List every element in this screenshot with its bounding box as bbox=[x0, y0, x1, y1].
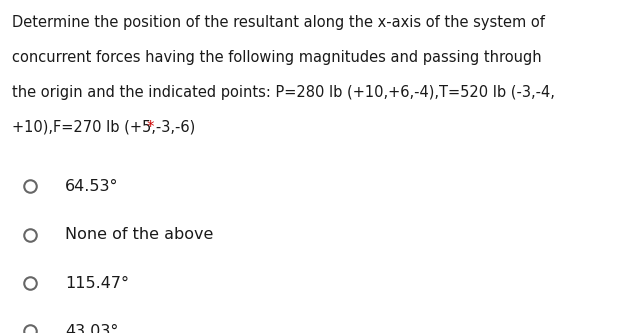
Text: 43.03°: 43.03° bbox=[65, 324, 119, 333]
Text: Determine the position of the resultant along the x-axis of the system of: Determine the position of the resultant … bbox=[12, 15, 545, 30]
Text: None of the above: None of the above bbox=[65, 227, 214, 242]
Text: 115.47°: 115.47° bbox=[65, 275, 129, 291]
Text: *: * bbox=[146, 120, 154, 135]
Text: the origin and the indicated points: P=280 lb (+10,+6,-4),T=520 lb (-3,-4,: the origin and the indicated points: P=2… bbox=[12, 85, 555, 100]
Text: concurrent forces having the following magnitudes and passing through: concurrent forces having the following m… bbox=[12, 50, 542, 65]
Text: +10),F=270 lb (+5,-3,-6): +10),F=270 lb (+5,-3,-6) bbox=[12, 120, 200, 135]
Text: 64.53°: 64.53° bbox=[65, 179, 119, 194]
